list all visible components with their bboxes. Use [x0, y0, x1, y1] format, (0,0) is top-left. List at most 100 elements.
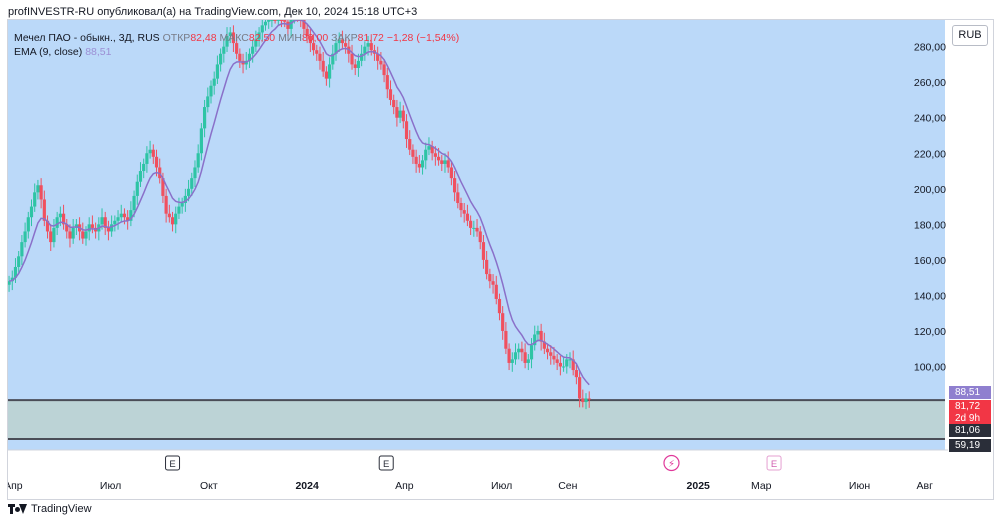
candle-body [263, 21, 268, 26]
candle-body [462, 210, 466, 214]
candle-body [52, 227, 56, 243]
candle-body [170, 217, 175, 225]
candle-body [116, 217, 120, 221]
candle-body [411, 149, 415, 157]
candle-body [305, 28, 309, 36]
candle-body [33, 192, 37, 207]
candle-body [578, 377, 582, 399]
candle-body [39, 185, 43, 200]
candle-body [174, 213, 178, 225]
candle-body [260, 25, 264, 33]
tradingview-logo-icon [8, 503, 27, 515]
candle-body [71, 227, 75, 239]
candle-body [420, 160, 425, 168]
candle-body [529, 345, 534, 360]
candle-body [360, 53, 364, 61]
candle-body [324, 71, 328, 79]
split-marker-label: ⚡ [668, 459, 675, 470]
candle-body [388, 89, 393, 100]
price-axis-label: 120,00 [914, 326, 946, 338]
ema-line [8, 20, 590, 386]
time-axis-label: Сен [558, 480, 577, 492]
earnings-marker-label: E [383, 459, 389, 470]
candle-body [177, 206, 181, 214]
legend-ema-value: 88,51 [85, 46, 112, 58]
candle-body [449, 167, 453, 179]
candle-body [180, 203, 184, 207]
candle-body [536, 330, 540, 335]
chart-legend: Мечел ПАО - обыкн., 3Д, RUS ОТКР82,48 МА… [14, 31, 459, 59]
candle-body [513, 352, 518, 360]
time-axis-label: 2025 [687, 480, 711, 492]
candle-body [206, 96, 210, 108]
price-axis-label: 260,00 [914, 77, 946, 89]
candle-body [225, 35, 229, 47]
candle-body [401, 110, 405, 122]
price-axis-label: 200,00 [914, 184, 946, 196]
time-axis-label: Июл [100, 480, 121, 492]
candle-body [408, 139, 412, 150]
candle-body [199, 128, 203, 154]
candle-body [414, 156, 418, 164]
candle-body [501, 313, 505, 331]
candle-body [433, 153, 437, 157]
candle-body [215, 64, 220, 79]
candle-body [404, 121, 409, 140]
plot-background [8, 20, 945, 450]
candle-body [392, 99, 396, 108]
candle-body [581, 398, 585, 403]
candle-body [315, 50, 319, 54]
candle-body [587, 398, 591, 400]
candle-body [469, 220, 473, 228]
candle-body [491, 281, 495, 285]
candle-body [45, 220, 50, 232]
candle-body [90, 224, 95, 228]
candle-body [440, 160, 444, 164]
candle-body [395, 107, 399, 118]
time-axis-label: Окт [200, 480, 218, 492]
candle-body [334, 43, 338, 54]
candle-body [129, 210, 133, 221]
candle-body [8, 281, 11, 285]
legend-low-label: МИН [278, 32, 302, 44]
candle-body [327, 64, 332, 79]
legend-symbol[interactable]: Мечел ПАО - обыкн., 3Д, RUS [14, 32, 160, 44]
candle-body [382, 64, 386, 76]
candle-body [167, 213, 171, 218]
candle-body [542, 341, 546, 349]
candle-body [318, 53, 322, 61]
candle-body [574, 370, 578, 378]
currency-button[interactable]: RUB [952, 25, 988, 46]
legend-high-value: 82,50 [248, 32, 276, 44]
close-price-tag: 81,72 [949, 400, 991, 413]
candle-body [42, 199, 46, 221]
candle-body [549, 352, 553, 356]
earnings-marker-icon [165, 455, 181, 471]
candle-body [142, 163, 146, 172]
candle-body [151, 149, 155, 157]
candle-body [267, 20, 271, 22]
candlestick-chart[interactable]: 100,00 120,00 140,00 160,00 180,00 200,00 220,… [8, 20, 948, 496]
candle-body [23, 231, 27, 243]
candle-body [158, 167, 162, 179]
candle-body [55, 217, 59, 228]
candle-body [475, 227, 479, 232]
time-axis-label: Апр [395, 480, 414, 492]
candle-body [424, 149, 428, 161]
candle-body [417, 163, 421, 168]
candle-body [100, 217, 104, 225]
candle-body [202, 107, 207, 129]
candle-body [36, 185, 40, 193]
candle-body [565, 359, 569, 367]
candle-body [257, 32, 261, 40]
legend-ema-label[interactable]: EMA (9, close) [14, 46, 83, 58]
candle-body [212, 78, 216, 86]
candle-body [289, 20, 293, 29]
candle-body [446, 160, 450, 168]
bar-countdown-tag: 2d 9h [949, 412, 991, 425]
ema-price-tag: 88,51 [949, 386, 991, 399]
candle-body [122, 213, 127, 218]
candle-body [507, 348, 511, 363]
candle-body [183, 195, 187, 204]
legend-close-label: ЗАКР [331, 32, 358, 44]
